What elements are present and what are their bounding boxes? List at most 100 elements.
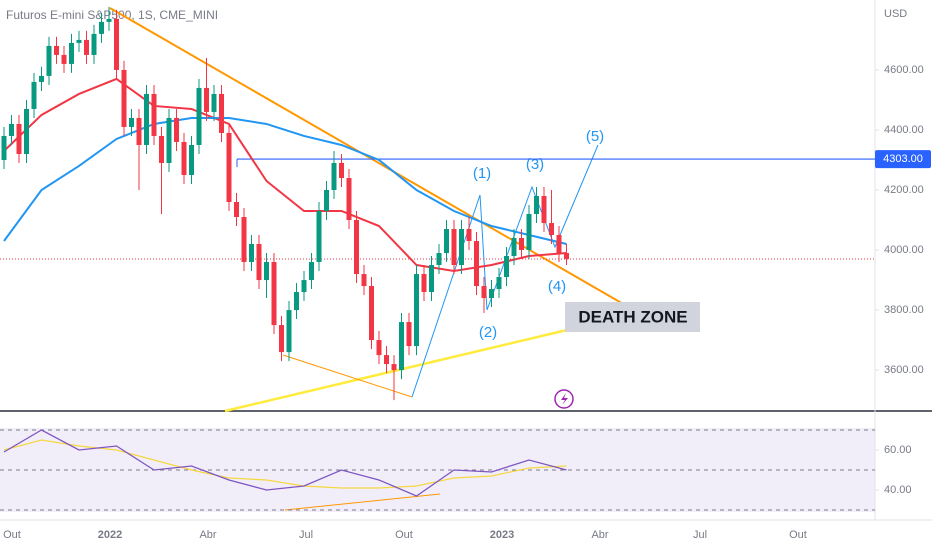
candle-body xyxy=(69,42,74,64)
death-zone-label: DEATH ZONE xyxy=(578,307,687,326)
candle-body xyxy=(39,75,44,82)
candle-body xyxy=(429,265,434,293)
candle-body xyxy=(1,135,7,160)
candle-body xyxy=(369,286,374,341)
candle-body xyxy=(564,253,569,260)
x-tick-label: Abr xyxy=(591,529,608,541)
candle-body xyxy=(54,45,59,55)
y-tick-label: 4600.00 xyxy=(884,64,924,76)
y-tick-label: 4000.00 xyxy=(884,244,924,256)
rsi-line xyxy=(3,429,567,497)
candle-body xyxy=(331,162,337,190)
candle-body xyxy=(106,18,112,22)
candle-body xyxy=(136,117,142,145)
y-tick-label: 4400.00 xyxy=(884,124,924,136)
candle-body xyxy=(316,211,322,263)
candle-body xyxy=(459,229,464,266)
candle-body xyxy=(31,81,37,109)
level-tag-label: 4303.00 xyxy=(883,153,923,165)
candle-body xyxy=(174,117,179,142)
wave-label: (4) xyxy=(548,278,566,295)
wave-label: (5) xyxy=(586,128,604,145)
candle-body xyxy=(526,214,532,251)
candle-body xyxy=(256,244,262,281)
candle-body xyxy=(84,39,89,55)
candle-body xyxy=(219,93,224,133)
moving-average xyxy=(3,77,567,273)
candle-body xyxy=(121,69,127,127)
candle-body xyxy=(376,340,382,356)
candle-body xyxy=(286,310,292,353)
x-tick-label: Jul xyxy=(299,529,313,541)
candle-body xyxy=(294,292,299,311)
candle-body xyxy=(339,162,344,178)
candle-body xyxy=(384,355,389,365)
x-tick-label: Jul xyxy=(693,529,707,541)
candle-body xyxy=(46,45,52,76)
candle-body xyxy=(406,322,412,347)
candle-body xyxy=(114,18,119,70)
candle-body xyxy=(466,229,472,242)
event-icon xyxy=(561,393,568,405)
candle-body xyxy=(414,274,419,347)
candle-body xyxy=(481,286,487,299)
level-tag xyxy=(875,150,931,169)
x-tick-label: Out xyxy=(3,529,21,541)
wave-label: (2) xyxy=(479,324,497,341)
candle-body xyxy=(361,274,367,287)
candle-body xyxy=(16,123,22,154)
event-icon xyxy=(554,389,574,409)
candle-body xyxy=(99,21,104,34)
rsi-trendline xyxy=(284,493,441,511)
candle-body xyxy=(166,117,172,163)
candle-body xyxy=(204,87,209,112)
candle-body xyxy=(451,229,457,266)
candle-body xyxy=(24,108,29,154)
candle-body xyxy=(421,274,427,293)
candle-body xyxy=(271,262,277,326)
x-tick-label: 2022 xyxy=(98,529,122,541)
candle-body xyxy=(9,123,14,136)
candle-body xyxy=(129,117,134,127)
death-zone-box xyxy=(565,302,700,332)
wave-label: (3) xyxy=(526,156,544,173)
candle-body xyxy=(489,289,494,299)
candle-body xyxy=(279,325,284,353)
candle-body xyxy=(196,87,202,145)
candle-body xyxy=(159,135,164,163)
candle-body xyxy=(549,223,554,236)
candle-body xyxy=(181,141,187,175)
candle-body xyxy=(399,322,404,371)
candle-body xyxy=(541,195,547,224)
candle-body xyxy=(301,280,307,293)
x-tick-label: Out xyxy=(395,529,413,541)
candle-body xyxy=(61,54,67,64)
candle-body xyxy=(189,144,194,175)
x-tick-label: 2023 xyxy=(490,529,514,541)
candle-body xyxy=(264,262,269,281)
currency: USD xyxy=(884,8,907,20)
candle-body xyxy=(346,177,352,221)
moving-average xyxy=(3,116,567,245)
candle-body xyxy=(226,132,232,202)
candle-body xyxy=(324,189,329,212)
candle-body xyxy=(534,195,539,215)
candle-body xyxy=(211,93,217,112)
y-tick-label: 3600.00 xyxy=(884,364,924,376)
rsi-tick-label: 60.00 xyxy=(884,444,912,456)
candle-body xyxy=(504,256,509,278)
candle-body xyxy=(309,262,314,281)
candle-body xyxy=(511,238,517,257)
x-tick-label: Out xyxy=(789,529,807,541)
wave-label: (1) xyxy=(473,165,491,182)
candle-body xyxy=(444,229,449,254)
rsi-tick-label: 40.00 xyxy=(884,484,912,496)
candle-body xyxy=(76,39,82,43)
trendline xyxy=(224,328,568,413)
candle-body xyxy=(391,364,397,371)
candle-body xyxy=(234,201,239,218)
y-tick-label: 4200.00 xyxy=(884,184,924,196)
candle-body xyxy=(249,244,254,263)
